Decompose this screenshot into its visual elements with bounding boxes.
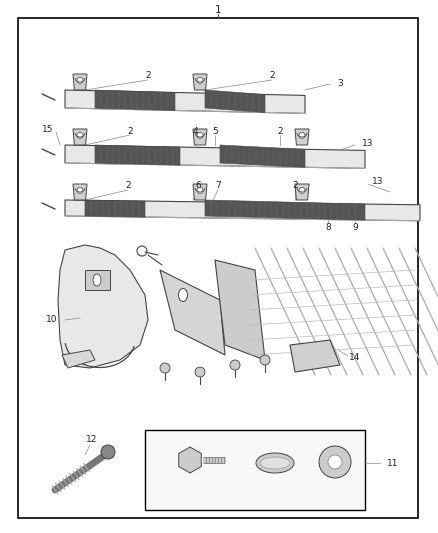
Ellipse shape [179, 288, 187, 302]
Polygon shape [73, 129, 87, 145]
Circle shape [260, 355, 270, 365]
Circle shape [299, 132, 305, 139]
Polygon shape [295, 184, 309, 200]
Text: 2: 2 [125, 182, 131, 190]
Circle shape [197, 77, 203, 83]
Polygon shape [295, 129, 309, 145]
Polygon shape [193, 184, 207, 200]
Text: 7: 7 [215, 182, 221, 190]
Polygon shape [290, 340, 340, 372]
Polygon shape [95, 145, 180, 165]
Polygon shape [95, 90, 175, 110]
Text: 9: 9 [352, 223, 358, 232]
Circle shape [328, 455, 342, 469]
Bar [85, 270, 110, 290]
Text: 2: 2 [269, 71, 275, 80]
Ellipse shape [260, 457, 290, 469]
Text: 2: 2 [145, 71, 151, 80]
Text: 2: 2 [292, 182, 298, 190]
Ellipse shape [93, 274, 101, 286]
Text: 12: 12 [86, 435, 98, 445]
Circle shape [230, 360, 240, 370]
Polygon shape [65, 145, 365, 168]
Text: 5: 5 [212, 126, 218, 135]
Polygon shape [205, 90, 265, 112]
Text: 8: 8 [325, 223, 331, 232]
Polygon shape [65, 90, 305, 114]
Polygon shape [193, 129, 207, 145]
Circle shape [160, 363, 170, 373]
Text: 10: 10 [46, 316, 58, 325]
Text: 13: 13 [362, 139, 374, 148]
Circle shape [197, 188, 203, 193]
Ellipse shape [256, 453, 294, 473]
Bar [145, 430, 365, 510]
Polygon shape [65, 200, 420, 221]
Polygon shape [73, 74, 87, 90]
Circle shape [77, 132, 83, 139]
Text: 6: 6 [195, 182, 201, 190]
Polygon shape [193, 74, 207, 90]
Circle shape [299, 188, 305, 193]
Text: 13: 13 [372, 177, 384, 187]
Text: 14: 14 [350, 353, 360, 362]
Text: 15: 15 [42, 125, 54, 134]
Circle shape [319, 446, 351, 478]
Circle shape [195, 367, 205, 377]
Circle shape [197, 132, 203, 139]
Polygon shape [62, 350, 95, 368]
Text: 1: 1 [215, 5, 221, 15]
Polygon shape [220, 145, 305, 167]
Text: 11: 11 [387, 458, 399, 467]
Circle shape [77, 188, 83, 193]
Text: 2: 2 [127, 126, 133, 135]
Text: 2: 2 [277, 126, 283, 135]
Circle shape [101, 445, 115, 459]
Polygon shape [58, 245, 148, 368]
Polygon shape [205, 200, 365, 220]
Text: 4: 4 [192, 126, 198, 135]
Polygon shape [160, 270, 225, 355]
Text: 3: 3 [337, 78, 343, 87]
Polygon shape [215, 260, 265, 360]
Polygon shape [73, 184, 87, 200]
Polygon shape [85, 200, 145, 217]
Circle shape [77, 77, 83, 83]
